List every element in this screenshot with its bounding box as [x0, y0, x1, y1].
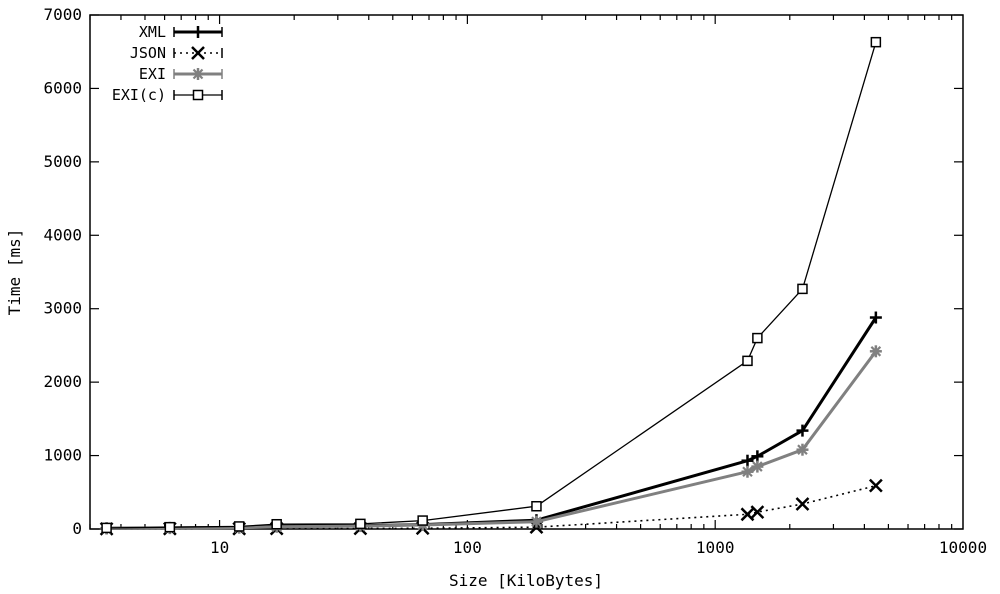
data-point	[740, 507, 755, 522]
data-point	[531, 500, 542, 512]
legend-marker	[192, 26, 204, 38]
y-axis-title: Time [ms]	[5, 229, 24, 316]
legend-marker	[192, 89, 204, 101]
data-point	[417, 515, 428, 526]
data-point	[164, 521, 176, 533]
data-point	[233, 521, 245, 532]
x-tick-label: 10	[210, 538, 229, 557]
data-point	[869, 345, 882, 358]
x-tick-label: 10000	[939, 538, 987, 557]
data-point	[741, 465, 754, 478]
y-tick-label: 2000	[43, 372, 82, 391]
data-point	[751, 450, 764, 463]
x-tick-label: 1000	[696, 538, 735, 557]
series-line-exi	[106, 350, 878, 530]
legend-label: EXI	[139, 65, 166, 83]
series-layer	[99, 36, 883, 536]
data-point	[751, 460, 764, 473]
series-line-xml	[106, 316, 878, 530]
y-tick-label: 6000	[43, 78, 82, 97]
data-point	[870, 36, 882, 48]
x-axis-title: Size [KiloBytes]	[449, 571, 603, 590]
y-tick-label: 4000	[43, 225, 82, 244]
data-point	[797, 283, 808, 295]
data-point	[868, 478, 883, 493]
data-point	[101, 522, 112, 534]
y-tick-label: 5000	[43, 152, 82, 171]
legend-label: EXI(c)	[112, 86, 166, 104]
legend-marker	[192, 68, 204, 80]
legend-marker	[191, 46, 205, 60]
legend-label: JSON	[130, 44, 166, 62]
data-point	[530, 515, 543, 528]
data-point	[741, 454, 754, 467]
data-point	[750, 505, 765, 519]
data-point	[796, 443, 809, 456]
data-point	[795, 497, 810, 511]
data-point	[752, 332, 763, 344]
data-point	[742, 355, 753, 367]
data-point	[271, 518, 282, 530]
x-tick-label: 100	[453, 538, 482, 557]
legend: XML JSON EXI EXI(c)	[112, 23, 223, 104]
y-tick-label: 3000	[43, 299, 82, 318]
data-point	[355, 518, 366, 530]
plot-frame	[89, 14, 964, 530]
legend-label: XML	[139, 23, 166, 41]
y-tick-label: 1000	[43, 446, 82, 465]
y-axis: 0 1000 2000 3000 4000 5000 6000 7000	[43, 5, 963, 538]
y-tick-label: 0	[72, 519, 82, 538]
data-point	[796, 424, 809, 437]
data-point	[869, 311, 882, 324]
y-tick-label: 7000	[43, 5, 82, 24]
x-axis: 10 100 1000 10000	[89, 15, 987, 557]
